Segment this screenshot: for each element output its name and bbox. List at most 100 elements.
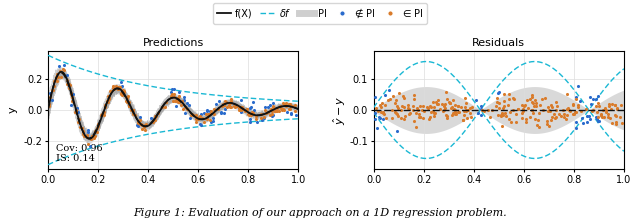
Point (409, 93, 419, 96)
Point (113, 85, 124, 89)
Point (375, 116, 385, 119)
Point (151, 114, 161, 118)
Point (234, 108, 244, 112)
Point (157, 105, 167, 108)
Point (244, 112, 254, 116)
Point (562, 113, 572, 117)
Point (540, 96, 550, 100)
Point (396, 108, 406, 112)
Point (611, 103, 621, 107)
Point (196, 124, 206, 127)
Point (415, 115, 425, 118)
Point (593, 119, 603, 123)
Point (381, 116, 392, 120)
Point (408, 104, 418, 107)
Point (419, 109, 429, 112)
Point (541, 119, 552, 123)
Point (615, 115, 625, 118)
Point (161, 100, 172, 103)
Point (124, 104, 134, 108)
Point (191, 120, 202, 124)
Point (454, 110, 464, 114)
Point (67, 95, 77, 99)
Point (431, 101, 441, 104)
Point (564, 108, 574, 112)
Point (260, 106, 270, 109)
Point (561, 117, 572, 120)
Point (391, 112, 401, 115)
Point (106, 89, 116, 92)
Point (45, 92, 55, 95)
Point (451, 113, 461, 116)
Point (225, 97, 236, 101)
Point (173, 97, 183, 100)
Point (426, 106, 436, 109)
Point (436, 102, 447, 106)
Point (387, 108, 397, 112)
Point (166, 91, 177, 94)
Point (268, 101, 278, 104)
Point (245, 106, 255, 110)
Point (552, 104, 562, 107)
Point (116, 84, 127, 88)
Point (245, 121, 255, 124)
Point (219, 111, 229, 114)
Point (497, 112, 507, 116)
Point (578, 121, 588, 125)
Point (411, 111, 421, 115)
Point (438, 109, 449, 113)
Point (458, 118, 468, 122)
Point (431, 102, 442, 106)
Point (102, 99, 113, 103)
Point (424, 115, 435, 119)
Point (462, 116, 472, 120)
Point (511, 112, 522, 116)
Point (500, 112, 510, 115)
Point (137, 127, 147, 131)
Point (290, 109, 300, 113)
Point (499, 100, 509, 103)
Point (499, 106, 509, 110)
Point (140, 126, 150, 129)
Point (601, 110, 611, 114)
Point (201, 112, 211, 115)
Point (445, 101, 455, 105)
Point (211, 103, 221, 106)
Point (442, 97, 452, 101)
Point (245, 118, 255, 121)
Point (573, 106, 583, 109)
Point (193, 115, 204, 119)
Point (184, 103, 194, 107)
Point (424, 117, 435, 121)
Point (447, 105, 458, 109)
Point (78, 130, 88, 134)
Point (518, 107, 529, 111)
Point (606, 107, 616, 111)
Point (266, 110, 276, 113)
Point (79, 134, 90, 138)
Point (545, 119, 556, 122)
Point (439, 108, 449, 111)
Point (67, 100, 77, 103)
Point (392, 112, 402, 116)
Point (209, 112, 219, 115)
Point (285, 108, 295, 111)
Y-axis label: y: y (8, 107, 18, 113)
Point (230, 105, 240, 109)
Point (180, 111, 191, 115)
Point (52, 76, 63, 79)
Point (600, 106, 611, 110)
Point (124, 103, 134, 107)
Point (209, 108, 220, 111)
Point (592, 110, 602, 114)
Point (584, 117, 595, 121)
Point (571, 120, 581, 123)
Point (476, 104, 486, 108)
Point (521, 121, 531, 124)
Point (246, 113, 256, 116)
Point (593, 120, 604, 123)
Point (524, 115, 534, 118)
Point (408, 108, 418, 112)
Point (124, 100, 134, 104)
Point (100, 103, 110, 107)
